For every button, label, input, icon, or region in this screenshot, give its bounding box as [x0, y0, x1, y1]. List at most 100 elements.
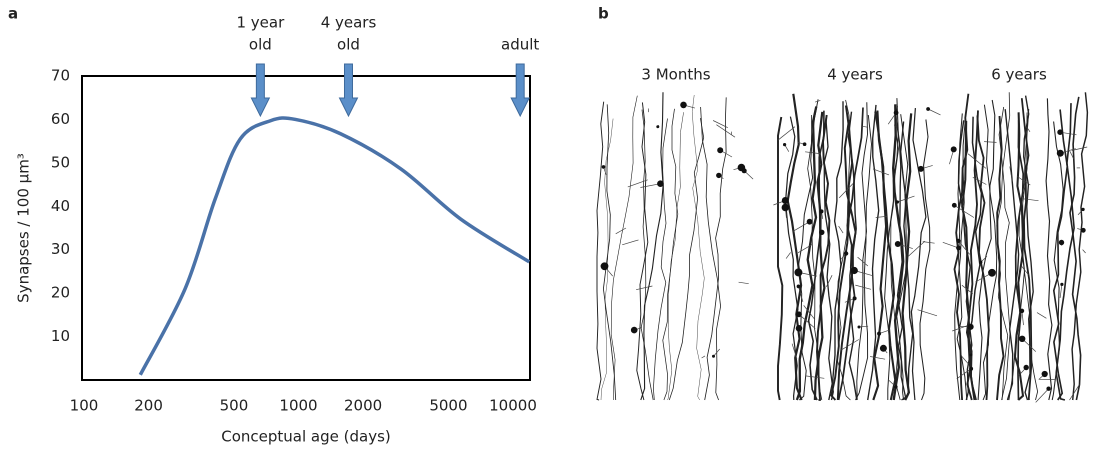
soma [880, 345, 887, 352]
branch [792, 222, 809, 232]
branch [841, 340, 859, 351]
dendrite [1046, 98, 1052, 400]
soma [1046, 387, 1050, 391]
soma [742, 168, 747, 173]
branch [636, 286, 652, 290]
branch [1083, 250, 1086, 253]
soma [717, 147, 723, 153]
image-title: 3 Months [641, 66, 710, 84]
dendrite [778, 117, 782, 400]
soma [1020, 309, 1025, 314]
soma [956, 239, 960, 243]
image-title: 4 years [827, 66, 883, 84]
soma [803, 142, 807, 146]
soma [782, 204, 789, 211]
branch [908, 241, 925, 256]
soma [1042, 371, 1048, 377]
dendrite [999, 107, 1010, 400]
soma [783, 143, 786, 146]
soma [807, 219, 813, 225]
soma [894, 110, 899, 115]
branch [786, 252, 791, 258]
soma [1019, 336, 1025, 342]
annotation: 4 years [321, 14, 377, 32]
panel-label: b [598, 5, 609, 23]
y-axis-label: Synapses / 100 µm³ [15, 153, 33, 303]
soma [797, 285, 801, 289]
branch [622, 240, 638, 245]
x-tick-label: 5000 [429, 397, 467, 415]
image-title: 6 years [991, 66, 1047, 84]
branch [1037, 313, 1046, 319]
branch [805, 152, 820, 154]
x-tick-label: 2000 [344, 397, 382, 415]
soma [851, 267, 858, 274]
soma [988, 269, 996, 277]
annotation: adult [501, 36, 539, 54]
branch [778, 127, 795, 141]
soma [895, 241, 901, 247]
annotation: old [337, 36, 360, 54]
soma [969, 353, 972, 356]
annotation: 1 year [236, 14, 285, 32]
soma [657, 180, 664, 187]
soma [1060, 283, 1063, 286]
soma [951, 146, 957, 152]
x-axis-label: Conceptual age (days) [221, 428, 391, 446]
branch [1022, 199, 1038, 201]
dendrite [668, 112, 684, 400]
soma [602, 165, 606, 169]
soma [782, 197, 789, 204]
annotation-arrow [251, 64, 269, 116]
panel-label: a [8, 5, 18, 23]
y-tick-label: 60 [51, 110, 70, 128]
soma [956, 246, 961, 251]
branch [702, 356, 705, 358]
annotation-arrow [511, 64, 529, 116]
branch [616, 228, 626, 234]
x-tick-label: 1000 [279, 397, 317, 415]
soma [844, 251, 848, 255]
dendrite [597, 102, 604, 400]
soma [969, 367, 973, 371]
soma [1057, 150, 1064, 157]
soma [877, 332, 881, 336]
soma [631, 327, 638, 334]
annotation: old [249, 36, 272, 54]
branch [839, 226, 844, 233]
annotation-arrow [339, 64, 357, 116]
soma [794, 268, 802, 276]
soma [1023, 365, 1028, 370]
soma [952, 203, 957, 208]
branch [984, 142, 996, 143]
soma [680, 102, 687, 109]
soma [1081, 228, 1086, 233]
branch [739, 282, 749, 284]
soma [979, 261, 982, 264]
soma [918, 166, 924, 172]
branch [928, 109, 940, 115]
dendrite [983, 105, 997, 400]
soma [601, 262, 609, 270]
dendrite [705, 97, 727, 400]
soma [820, 209, 824, 213]
y-tick-label: 70 [51, 67, 70, 85]
branch [918, 310, 938, 316]
x-tick-label: 100 [70, 397, 99, 415]
y-tick-label: 20 [51, 284, 70, 302]
soma [853, 296, 857, 300]
soma [858, 326, 861, 329]
branch [870, 357, 885, 360]
dendrite [873, 111, 886, 401]
soma [1081, 208, 1084, 211]
soma [656, 125, 659, 128]
y-tick-label: 40 [51, 197, 70, 215]
x-tick-label: 500 [220, 397, 249, 415]
y-tick-label: 30 [51, 240, 70, 258]
dendrite [997, 116, 1004, 400]
soma [968, 324, 974, 330]
x-tick-label: 200 [134, 397, 163, 415]
soma [1057, 129, 1063, 135]
branch [943, 242, 959, 248]
